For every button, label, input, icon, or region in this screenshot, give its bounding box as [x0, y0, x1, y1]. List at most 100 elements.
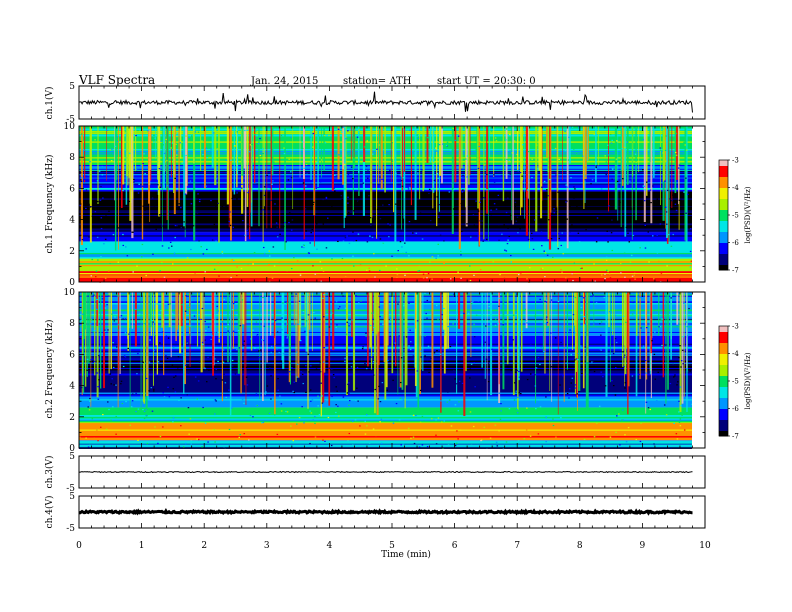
sferic-streak: [158, 126, 161, 217]
speckle: [428, 371, 430, 374]
colorbar-step: [719, 390, 728, 393]
speckle: [627, 232, 629, 234]
speckle: [167, 303, 170, 305]
sferic-streak: [307, 292, 309, 409]
speckle: [202, 253, 205, 255]
speckle: [336, 324, 338, 326]
speckle: [102, 414, 104, 416]
sferic-streak: [676, 126, 678, 180]
speckle: [328, 326, 331, 328]
speckle: [659, 325, 662, 328]
speckle: [331, 368, 333, 371]
speckle: [513, 399, 516, 401]
sferic-streak: [337, 126, 340, 180]
speckle: [190, 236, 193, 239]
speckle: [364, 420, 367, 422]
speckle: [243, 402, 245, 404]
speckle: [135, 410, 137, 413]
colorbar-step: [719, 377, 728, 380]
sferic-streak: [571, 292, 573, 351]
speckle: [371, 236, 374, 238]
speckle: [616, 415, 618, 417]
speckle: [540, 268, 543, 270]
speckle: [379, 421, 381, 423]
speckle: [690, 260, 693, 262]
speckle: [109, 263, 111, 265]
speckle: [418, 446, 421, 448]
speckle: [665, 160, 667, 162]
speckle: [246, 129, 248, 131]
speckle: [437, 417, 440, 419]
speckle: [92, 219, 95, 221]
colorbar-step: [719, 349, 728, 353]
colorbar-step: [719, 251, 728, 254]
speckle: [614, 367, 617, 369]
speckle: [335, 203, 337, 205]
speckle: [544, 252, 547, 254]
speckle: [245, 376, 248, 378]
speckle: [350, 166, 353, 168]
sferic-streak: [684, 126, 687, 241]
speckle: [214, 215, 216, 218]
speckle: [661, 344, 663, 347]
speckle: [313, 311, 315, 314]
speckle: [214, 399, 217, 401]
sferic-streak: [362, 126, 365, 216]
speckle: [591, 179, 594, 181]
speckle: [299, 339, 302, 342]
speckle: [269, 187, 272, 189]
speckle: [85, 189, 88, 191]
speckle: [191, 211, 193, 213]
sferic-streak: [678, 126, 680, 205]
sferic-streak: [586, 292, 589, 362]
sferic-streak: [535, 126, 538, 232]
sferic-streak: [636, 292, 638, 336]
speckle: [631, 275, 634, 277]
speckle: [479, 220, 481, 222]
speckle: [278, 261, 281, 264]
sferic-streak: [465, 126, 468, 227]
sferic-streak: [385, 292, 388, 388]
speckle: [319, 261, 322, 263]
spectrogram-line: [79, 223, 692, 226]
speckle: [174, 225, 177, 227]
speckle: [354, 158, 357, 161]
sferic-streak: [266, 292, 268, 363]
speckle: [429, 141, 431, 143]
sferic-streak: [343, 126, 345, 229]
speckle: [231, 407, 233, 409]
speckle: [253, 251, 256, 254]
speckle: [205, 147, 208, 149]
panel-x-ticks: [78, 496, 706, 528]
speckle: [234, 373, 237, 375]
speckle: [545, 440, 547, 443]
colorbar-tick-label: -3: [732, 323, 739, 331]
speckle: [615, 158, 618, 160]
speckle: [471, 250, 474, 252]
speckle: [246, 384, 249, 386]
spectrogram-line: [79, 230, 692, 233]
speckle: [585, 267, 588, 269]
speckle: [582, 297, 585, 299]
speckle: [171, 142, 174, 144]
colorbar-step: [719, 406, 728, 409]
speckle: [460, 277, 462, 279]
colorbar-step: [719, 397, 728, 400]
sferic-streak: [229, 292, 232, 416]
speckle: [561, 271, 563, 273]
speckle: [290, 177, 293, 179]
spectrogram-line: [79, 419, 692, 421]
speckle: [137, 192, 140, 194]
speckle: [604, 385, 607, 387]
sferic-streak: [88, 292, 91, 364]
waveform-trace: [78, 470, 693, 474]
speckle: [365, 413, 368, 416]
speckle: [634, 153, 637, 155]
speckle: [217, 331, 219, 334]
speckle: [678, 421, 681, 424]
speckle: [602, 376, 604, 378]
sferic-streak: [80, 126, 83, 246]
sferic-streak: [345, 292, 349, 396]
speckle: [581, 267, 583, 269]
